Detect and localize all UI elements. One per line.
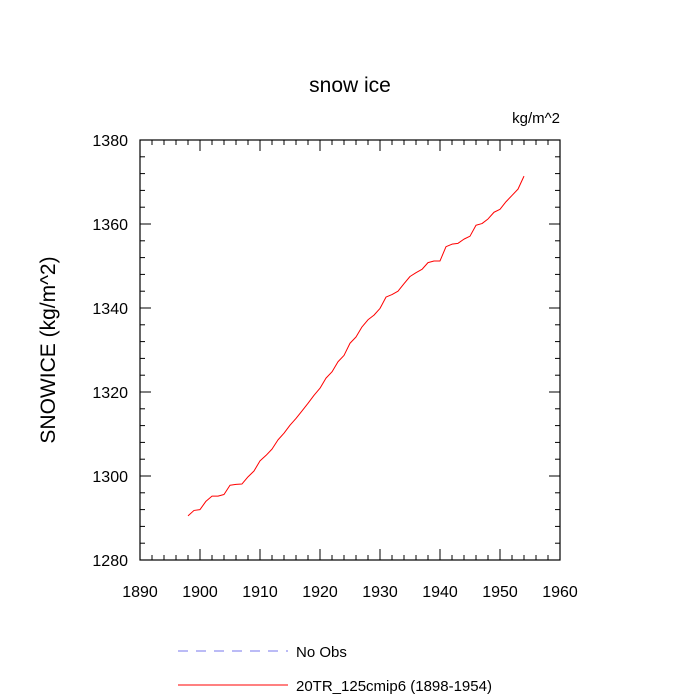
y-tick-label: 1360 xyxy=(92,217,128,234)
x-tick-label: 1950 xyxy=(482,584,518,601)
x-tick-label: 1930 xyxy=(362,584,398,601)
x-tick-label: 1960 xyxy=(542,584,578,601)
units-label: kg/m^2 xyxy=(512,110,560,127)
x-tick-label: 1910 xyxy=(242,584,278,601)
axis-ticks: 1890 1900 1910 1920 1930 1940 1950 1960 1280 1300… xyxy=(92,133,577,601)
chart-title: snow ice xyxy=(309,74,391,97)
series-layer xyxy=(187,175,525,517)
y-tick-label: 1280 xyxy=(92,553,128,570)
x-tick-label: 1940 xyxy=(422,584,458,601)
x-tick-label: 1890 xyxy=(122,584,158,601)
y-tick-label: 1300 xyxy=(92,469,128,486)
y-tick-label: 1340 xyxy=(92,301,128,318)
y-axis-label: SNOWICE (kg/m^2) xyxy=(37,256,60,443)
series-line xyxy=(187,175,525,517)
plot-frame xyxy=(139,139,561,561)
legend-label: No Obs xyxy=(296,644,347,661)
x-tick-label: 1900 xyxy=(182,584,218,601)
x-tick-label: 1920 xyxy=(302,584,338,601)
legend-label: 20TR_125cmip6 (1898-1954) xyxy=(296,678,492,695)
legend: No Obs 20TR_125cmip6 (1898-1954) xyxy=(178,644,492,695)
y-tick-label: 1380 xyxy=(92,133,128,150)
y-tick-label: 1320 xyxy=(92,385,128,402)
